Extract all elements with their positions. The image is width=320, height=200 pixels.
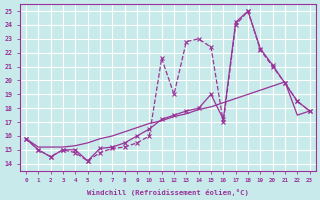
X-axis label: Windchill (Refroidissement éolien,°C): Windchill (Refroidissement éolien,°C): [87, 189, 249, 196]
